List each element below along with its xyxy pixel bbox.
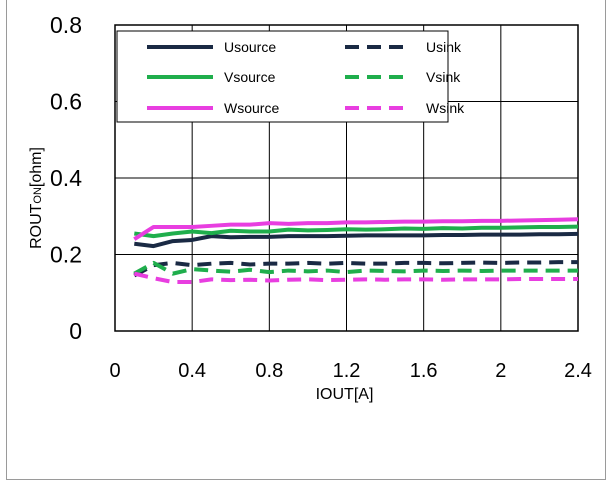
legend-label-usource: Usource	[224, 39, 276, 55]
legend-label-usink: Usink	[426, 39, 462, 55]
legend-label-vsource: Vsource	[224, 69, 276, 85]
series-line-wsource	[133, 217, 579, 241]
y-axis-title-unit: [ohm]	[28, 147, 45, 187]
series-line-wsink	[133, 271, 578, 285]
series-line-vsource	[134, 224, 579, 239]
x-tick-label: 0	[109, 360, 120, 382]
series-line-usource	[134, 231, 579, 249]
legend-label-wsink: Wsink	[426, 100, 465, 116]
legend-label-vsink: Vsink	[426, 69, 461, 85]
x-tick-labels: 0 0.4 0.8 1.2 1.6 2 2.4	[109, 360, 591, 382]
series-layer	[133, 217, 579, 285]
y-tick-label: 0	[69, 318, 82, 344]
y-axis-title: ROUTON[ohm]	[28, 147, 45, 249]
y-tick-labels: 0 0.2 0.4 0.6 0.8	[50, 12, 82, 344]
x-tick-label: 2	[495, 360, 506, 382]
y-axis-title-sub: ON	[32, 187, 44, 204]
x-axis-title: IOUT[A]	[316, 386, 374, 403]
x-tick-label: 2.4	[564, 360, 592, 382]
legend: Usource Usink Vsource Vsink Wsource Wsink	[116, 30, 465, 123]
y-axis-title-main: ROUT	[28, 203, 45, 249]
x-tick-label: 0.4	[178, 360, 206, 382]
x-tick-label: 1.2	[333, 360, 361, 382]
x-tick-label: 0.8	[255, 360, 283, 382]
series-line-vsink	[133, 260, 578, 276]
series-line-usink	[133, 260, 578, 278]
legend-label-wsource: Wsource	[224, 100, 279, 116]
y-tick-label: 0.2	[50, 242, 82, 268]
x-tick-label: 1.6	[410, 360, 438, 382]
chart-frame	[6, 0, 606, 480]
y-tick-label: 0.4	[50, 165, 82, 191]
y-tick-label: 0.6	[50, 89, 82, 115]
y-tick-label: 0.8	[50, 12, 82, 38]
